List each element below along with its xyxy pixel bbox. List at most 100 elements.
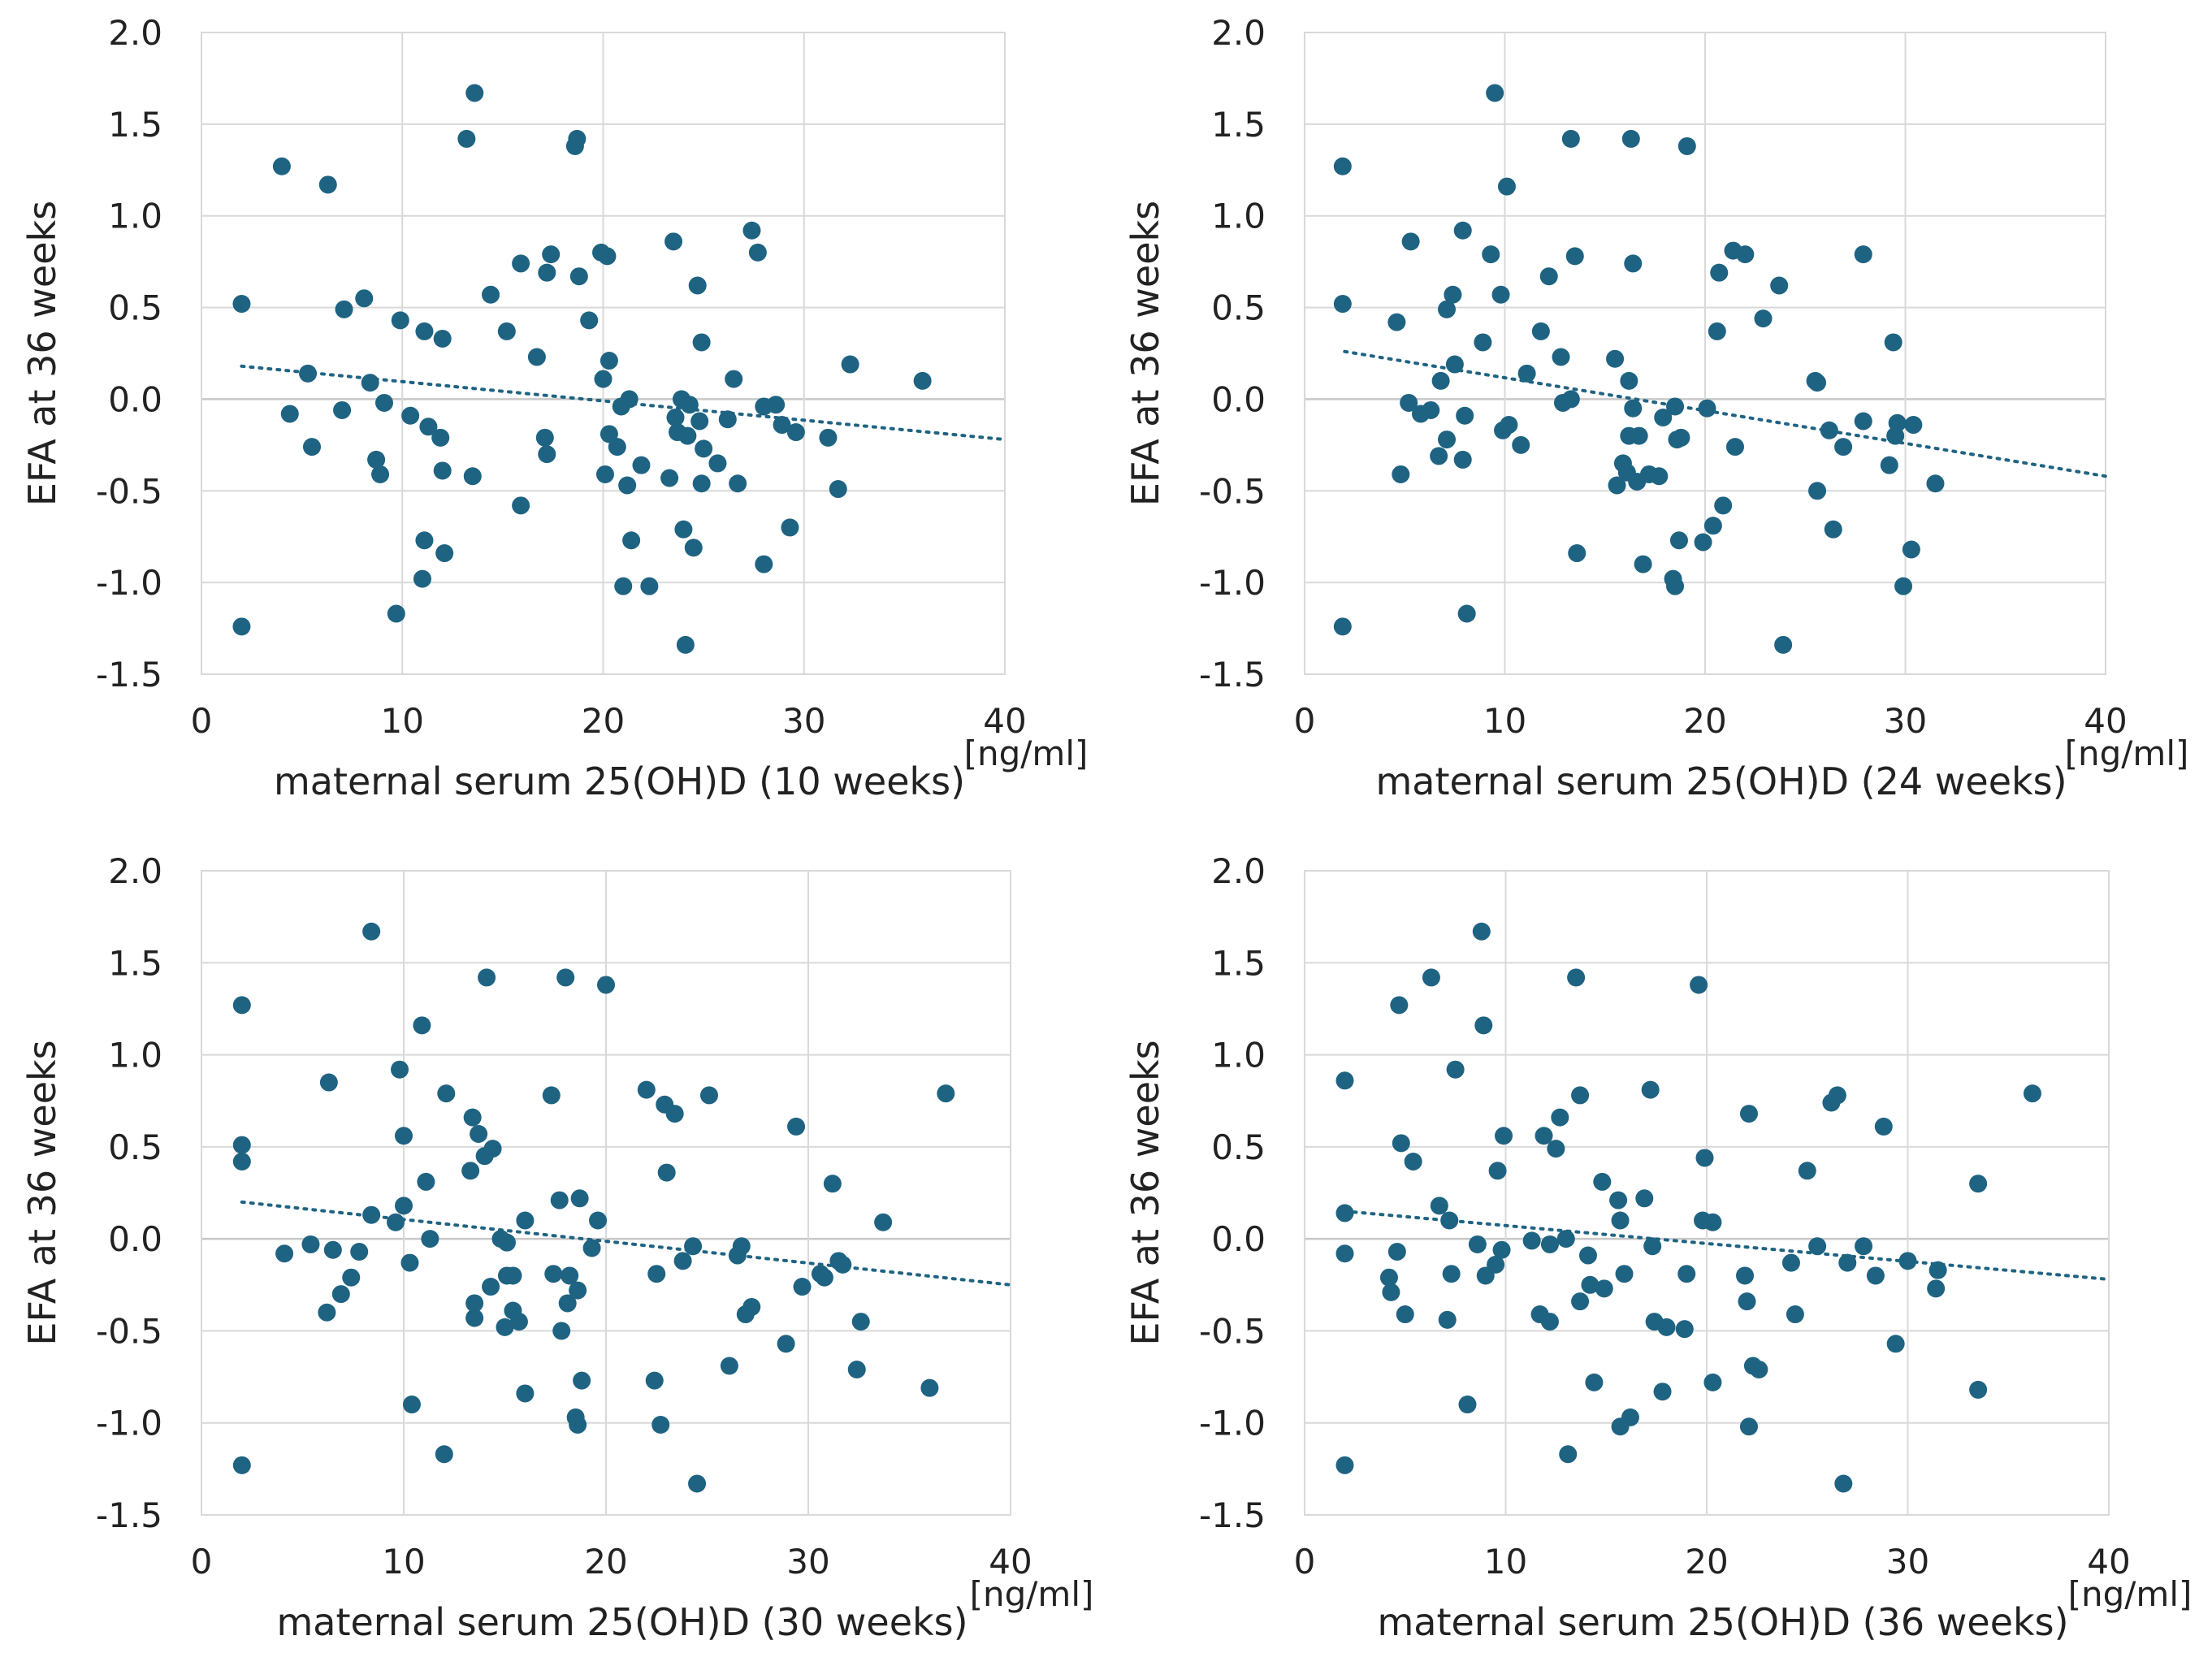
data-point	[1624, 399, 1643, 418]
data-point	[1568, 544, 1586, 563]
data-point	[232, 996, 251, 1015]
data-point	[1595, 1279, 1613, 1298]
data-point	[660, 469, 679, 487]
data-point	[1468, 1235, 1487, 1253]
data-point	[323, 1240, 342, 1259]
data-point	[1387, 1243, 1406, 1261]
data-point	[1650, 467, 1669, 486]
data-point	[415, 531, 434, 550]
data-point	[692, 333, 711, 352]
y-tick-label: 0.5	[1211, 288, 1266, 328]
data-point	[419, 418, 438, 436]
data-point	[400, 1253, 419, 1272]
x-axis-unit: [ng/ml]	[970, 1574, 1094, 1614]
data-point	[597, 976, 615, 994]
data-point	[786, 423, 805, 442]
data-point	[1571, 1086, 1590, 1105]
data-point	[732, 1237, 751, 1256]
data-point	[417, 1172, 435, 1191]
data-point	[391, 311, 409, 330]
data-point	[1677, 136, 1696, 155]
y-tick-label: -1.5	[96, 1495, 162, 1535]
data-point	[552, 1322, 571, 1340]
data-point	[1567, 968, 1586, 987]
x-axis-title: maternal serum 25(OH)D (36 weeks)	[1377, 1600, 2068, 1644]
data-point	[1540, 1313, 1559, 1331]
data-point	[589, 1211, 608, 1230]
data-point	[1539, 267, 1558, 286]
data-point	[1928, 1261, 1947, 1279]
data-point	[1898, 1252, 1917, 1270]
x-tick-label: 10	[382, 1542, 425, 1582]
data-point	[374, 393, 393, 412]
data-point	[1578, 1246, 1597, 1265]
data-point	[1500, 416, 1518, 435]
data-point	[1422, 968, 1440, 987]
data-point	[1474, 1016, 1493, 1035]
data-point	[1531, 322, 1550, 340]
y-tick-label: -1.0	[96, 563, 162, 603]
data-point	[787, 1117, 806, 1136]
data-point	[1781, 1253, 1800, 1272]
data-point	[1657, 1318, 1676, 1336]
data-point	[1886, 1335, 1905, 1353]
trendline	[1343, 1209, 2110, 1281]
data-point	[1669, 531, 1688, 550]
data-point	[1561, 129, 1580, 148]
data-point	[465, 1309, 484, 1327]
data-point	[1396, 1305, 1414, 1324]
data-point	[302, 438, 321, 457]
data-point	[688, 1474, 707, 1493]
data-point	[232, 295, 251, 314]
data-point	[622, 531, 641, 550]
data-point	[665, 1105, 684, 1123]
y-tick-label: -0.5	[1199, 471, 1266, 511]
data-point	[1808, 482, 1827, 500]
data-point	[1556, 1230, 1575, 1248]
data-point	[1445, 355, 1464, 374]
data-point	[538, 263, 556, 282]
data-point	[1854, 245, 1872, 264]
y-tick-label: 1.5	[1211, 943, 1266, 983]
data-point	[618, 476, 637, 495]
data-point	[1609, 1191, 1628, 1209]
data-point	[841, 355, 859, 374]
data-point	[1487, 1255, 1505, 1274]
data-point	[1547, 1140, 1565, 1158]
x-tick-label: 40	[989, 1542, 1032, 1582]
data-point	[1438, 300, 1457, 318]
data-point	[299, 364, 318, 383]
data-point	[664, 232, 683, 251]
data-point	[1335, 1244, 1354, 1263]
data-point	[1400, 393, 1418, 412]
data-point	[1634, 555, 1652, 573]
data-point	[637, 1080, 656, 1099]
data-point	[319, 1073, 338, 1092]
x-tick-label: 20	[584, 1542, 627, 1582]
data-point	[1798, 1162, 1816, 1180]
x-tick-label: 0	[191, 1542, 213, 1582]
y-tick-label: 1.5	[108, 105, 162, 145]
data-point	[1488, 1162, 1507, 1180]
data-point	[1392, 1134, 1410, 1153]
data-point	[516, 1384, 535, 1403]
y-tick-label: 0.5	[108, 1127, 162, 1167]
data-point	[1430, 1197, 1448, 1215]
data-point	[1561, 390, 1580, 409]
data-point	[1738, 1292, 1756, 1311]
data-point	[1431, 371, 1450, 390]
x-tick-label: 40	[2084, 701, 2127, 741]
data-point	[570, 1189, 589, 1208]
data-point	[1608, 476, 1626, 495]
data-point	[676, 635, 695, 654]
data-point	[666, 409, 685, 426]
data-point	[1969, 1380, 1988, 1399]
data-point	[1571, 1292, 1590, 1311]
data-point	[1654, 409, 1673, 426]
data-point	[1770, 276, 1789, 295]
data-point	[361, 374, 379, 392]
data-point	[651, 1415, 670, 1434]
data-point	[690, 412, 709, 431]
data-point	[645, 1371, 664, 1390]
data-point	[1739, 1105, 1758, 1123]
